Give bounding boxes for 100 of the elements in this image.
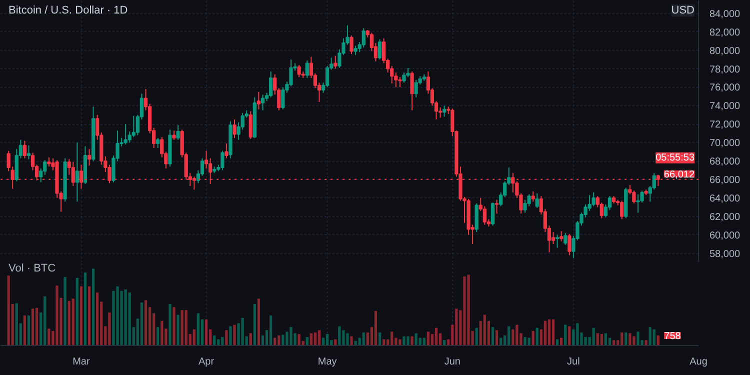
bar — [36, 308, 38, 346]
bar — [40, 312, 42, 346]
candlestick — [220, 150, 224, 171]
candlestick — [75, 142, 79, 202]
bar — [23, 316, 26, 346]
bar — [438, 333, 442, 346]
bar — [48, 328, 50, 346]
bar — [378, 332, 382, 346]
bar — [27, 316, 30, 346]
y-tick-label: 84,000 — [710, 8, 741, 20]
candlestick — [636, 194, 640, 214]
y-tick-label: 78,000 — [710, 64, 741, 76]
bar — [72, 298, 74, 346]
candlestick — [334, 55, 338, 70]
bar — [326, 334, 329, 346]
candlestick — [350, 35, 354, 55]
bar — [584, 337, 587, 346]
bar — [354, 340, 357, 346]
candlestick — [592, 192, 596, 207]
bar — [156, 327, 160, 346]
y-tick-label: 80,000 — [710, 46, 741, 57]
candlestick — [87, 148, 92, 166]
candlestick — [564, 232, 568, 246]
bar — [192, 329, 196, 346]
candlestick — [410, 71, 414, 111]
candlestick — [551, 232, 556, 245]
bar — [544, 320, 546, 346]
candlestick — [224, 142, 228, 159]
candlestick — [132, 115, 136, 138]
candlestick — [555, 234, 560, 248]
y-tick-label: 60,000 — [710, 230, 741, 242]
bar — [136, 318, 139, 346]
bar — [44, 296, 46, 346]
bar — [495, 330, 498, 346]
bar — [270, 316, 272, 346]
bar — [64, 277, 66, 346]
y-axis-title: USD — [671, 4, 695, 16]
candlestick — [176, 124, 180, 140]
bar — [520, 333, 522, 346]
bar — [532, 330, 534, 346]
bar — [229, 326, 232, 346]
bar — [253, 304, 256, 346]
bar — [184, 310, 188, 346]
bar — [52, 330, 54, 346]
candlestick — [560, 230, 564, 242]
bar — [108, 312, 111, 346]
bar — [455, 308, 458, 346]
bar — [278, 336, 280, 346]
candlestick — [256, 91, 261, 110]
bar — [213, 336, 216, 346]
bar — [164, 328, 168, 346]
bar — [402, 336, 406, 346]
candlestick — [248, 110, 252, 140]
candlestick — [531, 190, 535, 202]
bar — [406, 336, 410, 346]
bar — [572, 329, 575, 346]
bar — [208, 329, 212, 346]
candlestick — [260, 94, 265, 111]
bar — [152, 313, 156, 346]
bar — [60, 298, 62, 346]
candlestick — [482, 206, 486, 226]
candlestick — [362, 28, 366, 48]
bar — [233, 324, 236, 346]
candlestick — [568, 233, 572, 256]
bar — [350, 336, 353, 346]
bar — [318, 330, 321, 346]
bar — [204, 319, 208, 346]
bar — [314, 332, 317, 346]
candlestick — [588, 194, 592, 212]
candlestick — [494, 199, 499, 214]
candlestick — [269, 71, 273, 98]
chart-title: Bitcoin / U.S. Dollar · 1D — [8, 4, 128, 16]
x-tick-label: Aug — [690, 356, 708, 368]
bar — [632, 336, 636, 346]
bar — [120, 290, 123, 346]
bar — [479, 320, 482, 346]
bar — [241, 318, 244, 346]
bar — [11, 304, 14, 346]
x-tick-label: Apr — [198, 356, 215, 368]
candlestick — [620, 200, 624, 220]
candlestick — [124, 124, 128, 145]
candlestick — [26, 144, 31, 160]
y-tick-label: 58,000 — [710, 248, 741, 260]
bar — [524, 337, 526, 346]
bar — [294, 333, 296, 346]
bar — [628, 333, 632, 346]
candlestick — [414, 79, 418, 98]
bar — [225, 330, 228, 346]
y-tick-label: 62,000 — [710, 212, 741, 223]
bar — [338, 326, 341, 346]
bar — [76, 278, 78, 346]
bar — [237, 323, 240, 346]
bar — [96, 292, 99, 346]
bar — [19, 323, 22, 346]
bar — [124, 289, 127, 346]
bar — [487, 320, 490, 346]
bar — [257, 298, 260, 346]
candlestick — [156, 137, 160, 149]
bar — [342, 330, 345, 346]
bar — [620, 332, 624, 346]
